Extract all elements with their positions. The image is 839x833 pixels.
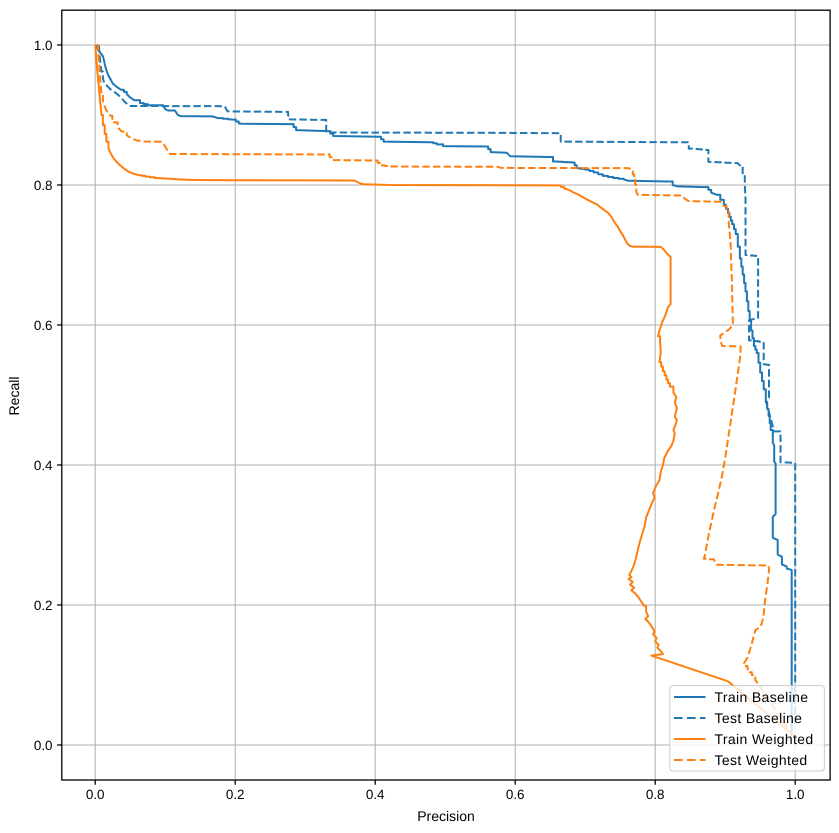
- svg-text:0.8: 0.8: [34, 178, 53, 193]
- svg-text:0.0: 0.0: [34, 738, 53, 753]
- svg-text:Recall: Recall: [6, 377, 22, 416]
- svg-text:0.0: 0.0: [86, 787, 105, 802]
- svg-text:0.2: 0.2: [226, 787, 245, 802]
- svg-text:0.6: 0.6: [506, 787, 525, 802]
- svg-text:0.2: 0.2: [34, 598, 53, 613]
- svg-text:0.6: 0.6: [34, 318, 53, 333]
- svg-text:Test Baseline: Test Baseline: [715, 710, 803, 726]
- svg-text:Train Baseline: Train Baseline: [715, 689, 809, 705]
- svg-text:Test Weighted: Test Weighted: [715, 752, 808, 768]
- svg-text:1.0: 1.0: [34, 38, 53, 53]
- svg-text:0.8: 0.8: [646, 787, 665, 802]
- svg-text:Train Weighted: Train Weighted: [715, 731, 814, 747]
- svg-text:0.4: 0.4: [366, 787, 385, 802]
- svg-text:Precision: Precision: [417, 808, 475, 824]
- svg-text:1.0: 1.0: [786, 787, 805, 802]
- svg-text:0.4: 0.4: [34, 458, 53, 473]
